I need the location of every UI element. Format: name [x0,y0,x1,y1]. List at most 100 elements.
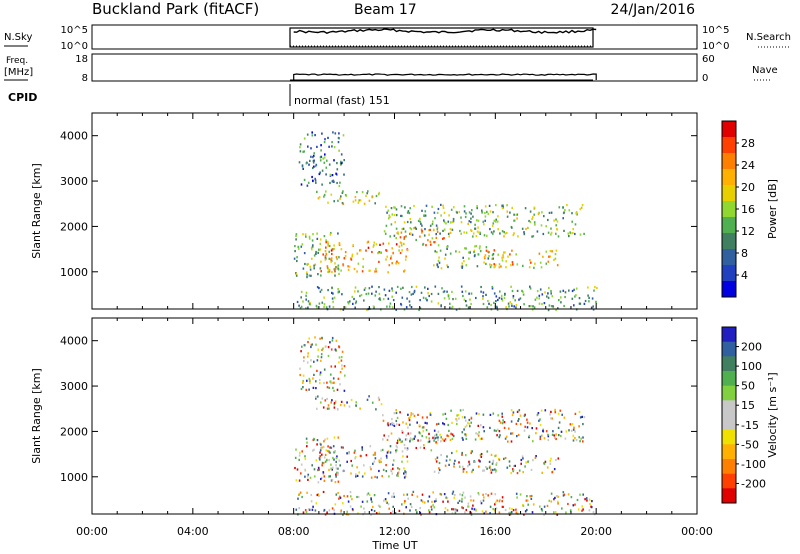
power-cell [449,252,452,255]
velocity-cell [385,470,388,473]
velocity-cell [435,498,437,501]
power-cell [418,308,420,311]
velocity-cell [539,437,542,441]
power-cell [472,232,475,235]
power-cell [309,159,311,162]
velocity-cell [572,439,575,442]
power-cell [564,208,566,212]
velocity-cell [451,437,454,440]
velocity-cell [425,436,428,439]
power-cell [566,204,568,207]
velocity-cell [376,476,378,479]
velocity-cell [454,494,456,497]
power-cell [408,212,411,215]
velocity-cell [308,337,310,340]
power-cell [400,231,403,234]
power-cell [465,247,467,250]
velocity-cell [315,343,317,346]
velocity-cell [458,461,460,464]
power-cell [321,301,324,304]
power-cell [325,173,327,176]
power-cell [507,302,510,305]
velocity-cell [319,451,321,454]
velocity-cell [337,473,339,476]
velocity-cell [494,454,496,458]
power-cell [340,160,342,163]
power-cell [462,256,464,259]
power-cell [312,154,315,157]
velocity-cell [304,509,307,512]
velocity-cell [401,431,404,434]
power-cell [451,228,454,231]
velocity-cell [454,459,456,462]
velocity-cell [558,421,561,424]
power-cell [507,255,509,258]
power-cell [375,290,377,293]
velocity-colorbar-label: Velocity [m s⁻¹] [766,372,779,457]
power-cell [413,289,416,292]
power-cell [397,231,399,234]
power-cell [491,224,494,227]
power-cell [327,136,329,139]
power-cell [541,211,543,214]
velocity-cell [315,459,318,462]
velocity-cell [419,446,422,449]
power-cell [432,220,434,223]
velocity-cell [346,452,348,455]
velocity-colorbar-swatch [722,327,736,342]
velocity-cell [322,445,325,448]
power-cell [328,268,330,272]
velocity-cell [451,421,453,424]
velocity-cell [349,505,352,508]
velocity-cell [508,427,510,430]
power-cell [435,233,437,236]
power-cell [475,235,478,238]
velocity-cell [410,414,412,417]
power-cell [431,237,434,240]
velocity-cell [371,401,374,404]
velocity-cell [408,419,411,422]
velocity-cell [445,496,448,499]
velocity-cell [333,402,336,405]
power-cell [327,242,329,245]
velocity-cell [378,398,381,401]
velocity-cell [494,501,497,504]
velocity-cell [433,500,436,503]
power-cell [337,268,340,271]
power-cell [300,290,303,293]
velocity-cell [333,451,335,454]
power-colorbar-tick-label: 20 [741,181,755,194]
velocity-cell [440,453,442,457]
power-cell [497,298,499,302]
power-cell [500,294,503,297]
velocity-cell [313,438,315,441]
power-cell [530,261,532,264]
power-cell [493,301,495,304]
power-cell [465,264,468,267]
power-cell [400,242,403,245]
power-cell [516,263,519,266]
power-cell [343,257,346,260]
velocity-cell [449,458,451,461]
power-cell [497,228,499,231]
power-cell [568,209,571,212]
velocity-cell [437,436,439,439]
power-cell [501,256,503,259]
power-cell [470,302,472,306]
velocity-cell [554,436,556,440]
power-cell [538,297,540,300]
power-cell [316,145,318,148]
velocity-cell [555,433,557,436]
velocity-cell [448,463,450,466]
velocity-cell [397,439,400,442]
velocity-cell [474,460,476,463]
power-cell [506,210,509,213]
velocity-cell [317,481,320,484]
power-cell [536,230,539,233]
velocity-cell [526,499,529,502]
power-cell [502,254,504,257]
velocity-cell [319,458,321,461]
velocity-cell [487,494,489,497]
power-cell [410,293,413,296]
velocity-cell [582,493,584,496]
